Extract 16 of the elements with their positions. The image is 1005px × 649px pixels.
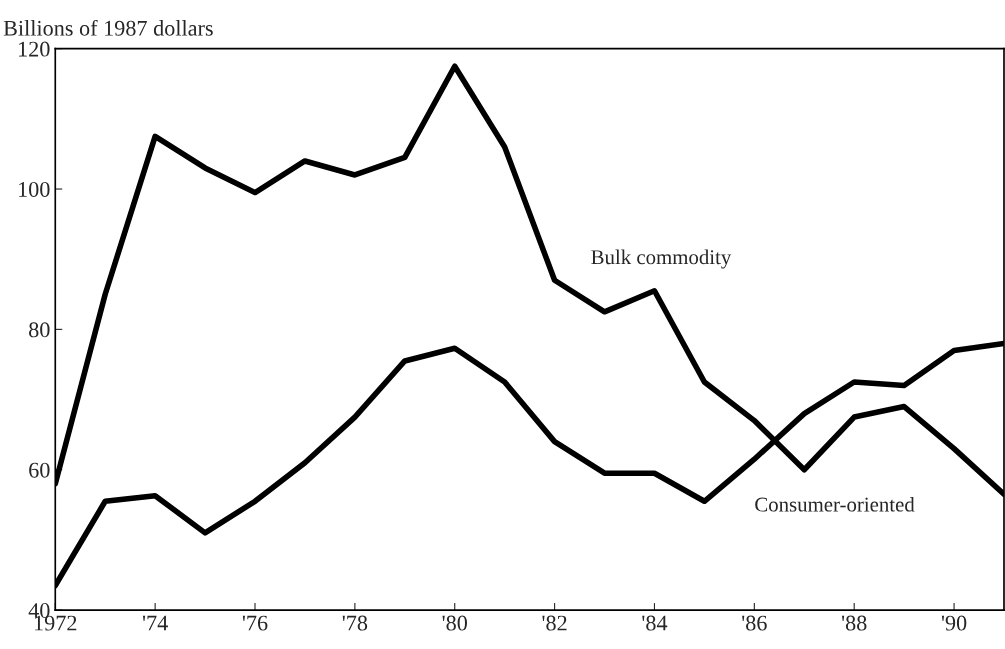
series-label: Bulk commodity [591,249,732,269]
x-tick-label: '86 [742,615,767,631]
y-tick-label: 120 [19,41,50,57]
y-tick-label: 60 [29,462,50,478]
y-tick-label: 80 [29,322,50,338]
x-tick-label: '80 [442,615,467,631]
x-tick-label: '78 [342,615,368,631]
series-label: Consumer-oriented [755,496,915,512]
x-tick-label: '88 [842,615,867,631]
y-tick-label: 100 [19,181,50,197]
x-tick-label: '74 [142,615,168,631]
x-tick-label: '82 [542,615,567,631]
x-tick-label: '90 [941,615,967,631]
x-tick-label: '84 [642,615,668,631]
y-axis-title: Billions of 1987 dollars [3,19,213,36]
x-tick-label: '76 [242,615,268,631]
